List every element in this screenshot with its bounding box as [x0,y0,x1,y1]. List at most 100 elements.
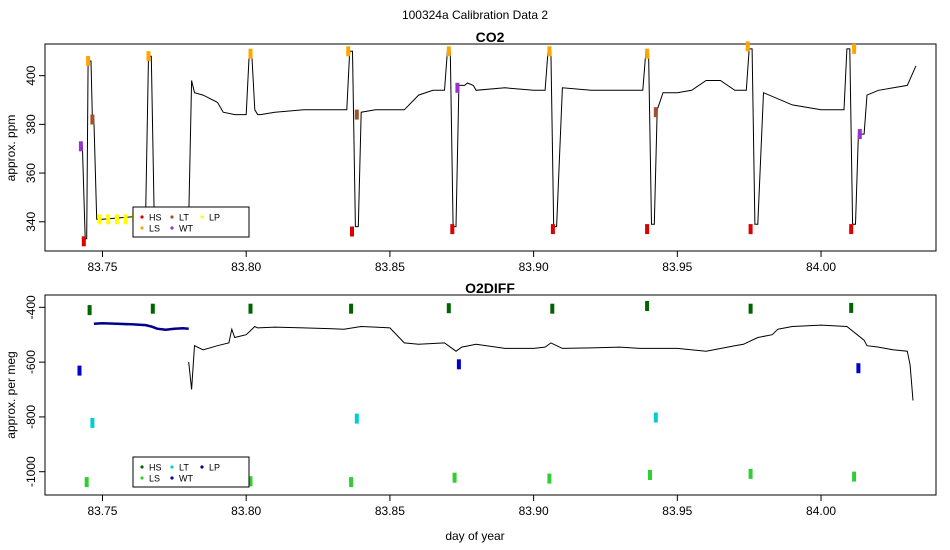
co2-axes: 83.75 83.80 83.85 83.90 83.95 84.00 340 360 380 4… [24,65,836,274]
o2diff-legend-marker-wt [170,476,174,480]
o2diff-point-2-5 [550,303,555,314]
o2diff-point-2-2 [248,303,253,314]
co2-point-2-0 [86,56,91,66]
co2-point-3-0 [90,114,95,125]
co2-point-4-2 [857,129,862,140]
co2-legend-label-lt: LT [179,213,189,223]
co2-point-2-3 [346,46,351,57]
o2diff-point-2-1 [150,303,155,314]
o2diff-legend-label-hs: HS [149,463,162,473]
x-axis-label: day of year [445,529,504,543]
co2-legend-marker-hs [140,215,144,219]
o2diff-axes: 83.75 83.80 83.85 83.90 83.95 84.00 -1000 -800 -… [24,295,836,518]
co2-point-1-6 [849,224,854,235]
o2diff-panel: O2DIFF approx. per meg 83.75 83.80 83.85 83… [4,280,937,518]
o2diff-marks [77,301,914,488]
co2-point-3-2 [653,107,658,118]
co2-point-2-1 [146,51,151,62]
co2-point-1-3 [550,224,555,235]
co2-point-2-4 [446,46,451,57]
co2-point-1-5 [748,224,753,235]
o2diff-point-2-0 [87,305,92,316]
co2-point-5-3 [123,214,128,225]
co2-point-2-8 [852,43,857,54]
co2-point-5-1 [106,214,111,225]
o2diff-point-2-8 [849,302,854,313]
co2-legend-marker-lt [170,215,174,219]
co2-legend-label-ls: LS [149,224,160,234]
o2diff-series-line-1 [93,321,189,332]
o2diff-y-tick-label-1: -800 [24,405,38,429]
co2-point-2-5 [547,46,552,57]
o2diff-point-5-2 [856,363,861,374]
co2-point-3-1 [354,109,359,120]
o2diff-y-tick-label-3: -400 [24,295,38,319]
co2-point-4-1 [455,82,460,93]
co2-legend-label-wt: WT [179,224,193,234]
co2-point-2-7 [745,41,750,52]
co2-point-5-2 [114,214,119,225]
co2-point-1-0 [81,236,86,247]
co2-legend-marker-ls [140,226,144,230]
o2diff-point-4-0 [90,417,95,428]
co2-legend-marker-wt [170,226,174,230]
o2diff-x-tick-label-4: 83.95 [662,504,692,518]
o2diff-legend-marker-lp [200,465,204,469]
co2-x-tick-label-3: 83.90 [519,260,549,274]
o2diff-x-tick-label-0: 83.75 [87,504,117,518]
o2diff-point-2-7 [748,303,753,314]
co2-y-tick-label-1: 360 [24,163,38,183]
co2-y-axis-label: approx. ppm [4,115,18,182]
o2diff-y-tick-label-2: -600 [24,350,38,374]
o2diff-series-line-0 [188,324,914,401]
o2diff-legend-label-wt: WT [179,474,193,484]
o2diff-point-4-1 [354,413,359,424]
co2-x-tick-label-5: 84.00 [806,260,836,274]
co2-panel: CO2 approx. ppm 83.75 83.80 83.85 83.90 83.9… [4,29,937,274]
co2-point-5-0 [97,214,102,225]
o2diff-point-3-1 [248,476,253,487]
o2diff-point-2-6 [645,301,650,311]
o2diff-legend-marker-ls [140,476,144,480]
o2diff-point-3-2 [349,477,354,488]
o2diff-point-3-5 [648,470,652,480]
o2diff-legend-box [132,456,250,488]
o2diff-point-4-2 [653,412,658,423]
co2-x-tick-label-4: 83.95 [662,260,692,274]
co2-plot-frame [44,43,937,252]
o2diff-y-tick-label-0: -1000 [24,456,38,487]
co2-panel-title: CO2 [476,29,505,45]
co2-x-tick-label-1: 83.80 [231,260,261,274]
figure-title: 100324a Calibration Data 2 [402,8,548,22]
co2-legend-label-hs: HS [149,213,162,223]
o2diff-point-3-3 [452,472,457,483]
o2diff-plot-frame [44,294,937,496]
o2diff-x-tick-label-2: 83.85 [375,504,405,518]
co2-point-1-2 [450,224,455,235]
co2-legend-box [132,206,250,238]
o2diff-point-3-7 [852,471,857,482]
o2diff-legend-label-ls: LS [149,474,160,484]
co2-legend-label-lp: LP [209,213,220,223]
co2-y-tick-label-3: 400 [24,65,38,85]
co2-y-tick-label-0: 340 [24,211,38,231]
o2diff-legend-label-lp: LP [209,463,220,473]
co2-point-1-1 [350,226,354,237]
o2diff-x-tick-label-1: 83.80 [231,504,261,518]
o2diff-point-3-0 [84,477,89,488]
o2diff-point-2-4 [446,303,451,314]
o2diff-y-axis-label: approx. per meg [4,351,18,438]
o2diff-legend-marker-hs [140,465,144,469]
o2diff-legend-label-lt: LT [179,463,189,473]
co2-point-1-4 [645,224,650,235]
co2-x-tick-label-0: 83.75 [87,260,117,274]
o2diff-x-tick-label-5: 84.00 [806,504,836,518]
co2-x-tick-label-2: 83.85 [375,260,405,274]
co2-point-4-0 [78,141,83,152]
co2-point-2-2 [248,48,253,59]
o2diff-point-5-0 [77,365,82,376]
o2diff-x-tick-label-3: 83.90 [519,504,549,518]
o2diff-point-3-6 [748,468,753,479]
